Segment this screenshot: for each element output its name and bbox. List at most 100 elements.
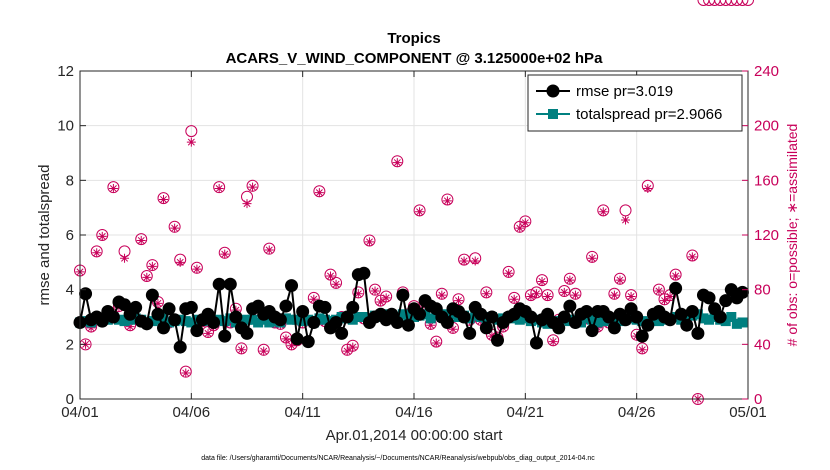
obs-assimilated-marker (186, 137, 196, 147)
totalspread-point (637, 316, 648, 327)
rmse-point (145, 288, 159, 302)
obs-assimilated-marker (459, 256, 469, 266)
obs-assimilated-marker (353, 289, 363, 299)
obs-assimilated-marker (626, 292, 636, 301)
totalspread-point (186, 317, 197, 328)
obs-assimilated-marker (520, 218, 530, 228)
rmse-point (691, 326, 705, 340)
obs-assimilated-marker (326, 271, 335, 281)
totalspread-point (514, 314, 525, 325)
rmse-point (335, 326, 349, 340)
totalspread-point (236, 316, 247, 327)
totalspread-point (242, 314, 252, 325)
legend-spread-marker (548, 109, 558, 119)
y-tick-label: 0 (66, 391, 74, 408)
y2-tick-label: 160 (754, 172, 779, 189)
rmse-point (479, 321, 493, 335)
rmse-point (285, 279, 299, 293)
obs-assimilated-marker (242, 199, 252, 209)
totalspread-point (247, 314, 258, 325)
obs-assimilated-marker (426, 320, 436, 330)
y2-tick-label: 80 (754, 282, 771, 299)
totalspread-point (731, 318, 742, 329)
rmse-point (607, 321, 621, 335)
totalspread-point (598, 316, 609, 327)
obs-possible-marker (697, 0, 710, 6)
obs-possible-marker (703, 0, 716, 6)
totalspread-point (726, 312, 737, 322)
rmse-point (329, 315, 343, 329)
rmse-point (79, 287, 93, 301)
totalspread-point (737, 317, 748, 328)
obs-assimilated-marker (509, 294, 519, 304)
rmse-point (390, 315, 404, 329)
obs-assimilated-marker (287, 341, 297, 351)
obs-assimilated-marker (415, 207, 425, 217)
obs-assimilated-marker (454, 296, 464, 306)
rmse-point (240, 326, 254, 340)
totalspread-point (397, 309, 408, 320)
rmse-point (602, 310, 616, 324)
obs-possible-marker (719, 0, 732, 6)
obs-possible-marker (185, 125, 198, 138)
footer-datafile: data file: /Users/gharamti/Documents/NCA… (201, 455, 595, 462)
y2-tick-label: 0 (754, 391, 762, 408)
rmse-point (346, 300, 360, 314)
totalspread-point (319, 314, 330, 325)
obs-assimilated-marker (515, 223, 525, 233)
y-tick-label: 12 (57, 63, 74, 80)
legend: rmse pr=3.019 totalspread pr=2.9066 (527, 74, 743, 132)
rmse-point (168, 313, 182, 327)
rmse-point (118, 298, 132, 312)
obs-assimilated-marker (225, 319, 235, 329)
obs-assimilated-marker (142, 272, 152, 282)
rmse-point (157, 321, 170, 335)
totalspread-point (681, 313, 692, 324)
obs-assimilated-marker (309, 294, 319, 304)
obs-assimilated-marker (125, 322, 135, 332)
totalspread-point (403, 310, 414, 321)
obs-assimilated-marker (120, 253, 130, 263)
obs-assimilated-marker (203, 328, 213, 338)
obs-assimilated-marker (665, 292, 675, 301)
totalspread-point (698, 313, 709, 324)
obs-possible-marker (730, 0, 743, 6)
rmse-point (685, 305, 699, 319)
totalspread-point (292, 314, 303, 325)
totalspread-point (353, 312, 364, 322)
rmse-point (413, 307, 427, 321)
totalspread-point (704, 314, 715, 325)
y2-tick-label: 40 (754, 336, 771, 353)
obs-assimilated-marker (481, 289, 491, 299)
axis-ticks: 04/01 04/06 04/11 04/16 04/21 04/26 05/0102468… (57, 63, 779, 421)
obs-assimilated-marker (86, 323, 96, 333)
obs-assimilated-marker (376, 297, 386, 307)
rmse-point (223, 277, 237, 291)
x-tick-label: 04/01 (61, 404, 99, 421)
obs-assimilated-marker (192, 264, 202, 274)
rmse-point (296, 305, 310, 319)
totalspread-point (158, 313, 169, 324)
obs-assimilated-marker (281, 334, 291, 344)
rmse-point (401, 318, 415, 332)
obs-possible-marker (708, 0, 721, 6)
obs-assimilated-marker (504, 268, 514, 278)
rmse-point (396, 288, 410, 302)
x-tick-label: 05/01 (729, 404, 767, 421)
rmse-point (140, 317, 154, 331)
rmse-point (524, 310, 538, 324)
obs-assimilated-marker (97, 231, 107, 241)
rmse-point (713, 310, 727, 324)
rmse-point (318, 300, 332, 314)
y-tick-label: 2 (66, 336, 74, 353)
legend-spread-label: totalspread pr=2.9066 (576, 106, 722, 123)
obs-possible-marker (714, 0, 727, 6)
rmse-point (307, 315, 321, 329)
totalspread-point (581, 313, 592, 324)
obs-assimilated-marker (654, 286, 664, 296)
totalspread-point (253, 317, 264, 328)
obs-assimilated-marker (548, 337, 558, 347)
rmse-point (190, 324, 204, 338)
rmse-point (184, 300, 198, 314)
